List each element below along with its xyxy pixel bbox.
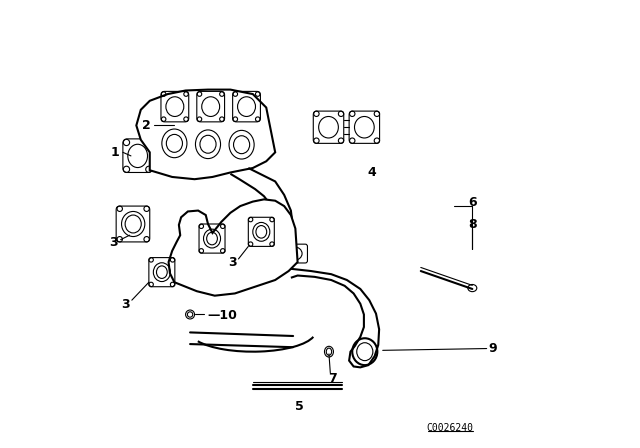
Text: 3: 3 [228,255,237,269]
Text: 9: 9 [488,342,497,355]
Text: —10: —10 [207,309,237,323]
Text: 5: 5 [296,400,304,414]
Polygon shape [168,199,298,296]
Text: 6: 6 [468,196,477,209]
Text: 7: 7 [328,372,337,385]
Text: 1: 1 [111,146,119,159]
Text: 2: 2 [142,119,151,132]
Text: 8: 8 [468,218,477,232]
Text: C0026240: C0026240 [426,423,474,433]
Text: 4: 4 [367,166,376,179]
Text: 3: 3 [109,236,117,250]
Text: 3: 3 [121,298,129,311]
Polygon shape [136,90,275,179]
